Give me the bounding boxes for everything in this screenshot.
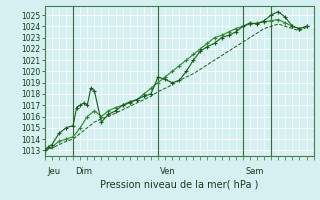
Text: Jeu: Jeu [47,167,60,176]
Text: Dim: Dim [76,167,92,176]
Text: Ven: Ven [160,167,176,176]
Text: Sam: Sam [245,167,264,176]
X-axis label: Pression niveau de la mer( hPa ): Pression niveau de la mer( hPa ) [100,180,258,190]
